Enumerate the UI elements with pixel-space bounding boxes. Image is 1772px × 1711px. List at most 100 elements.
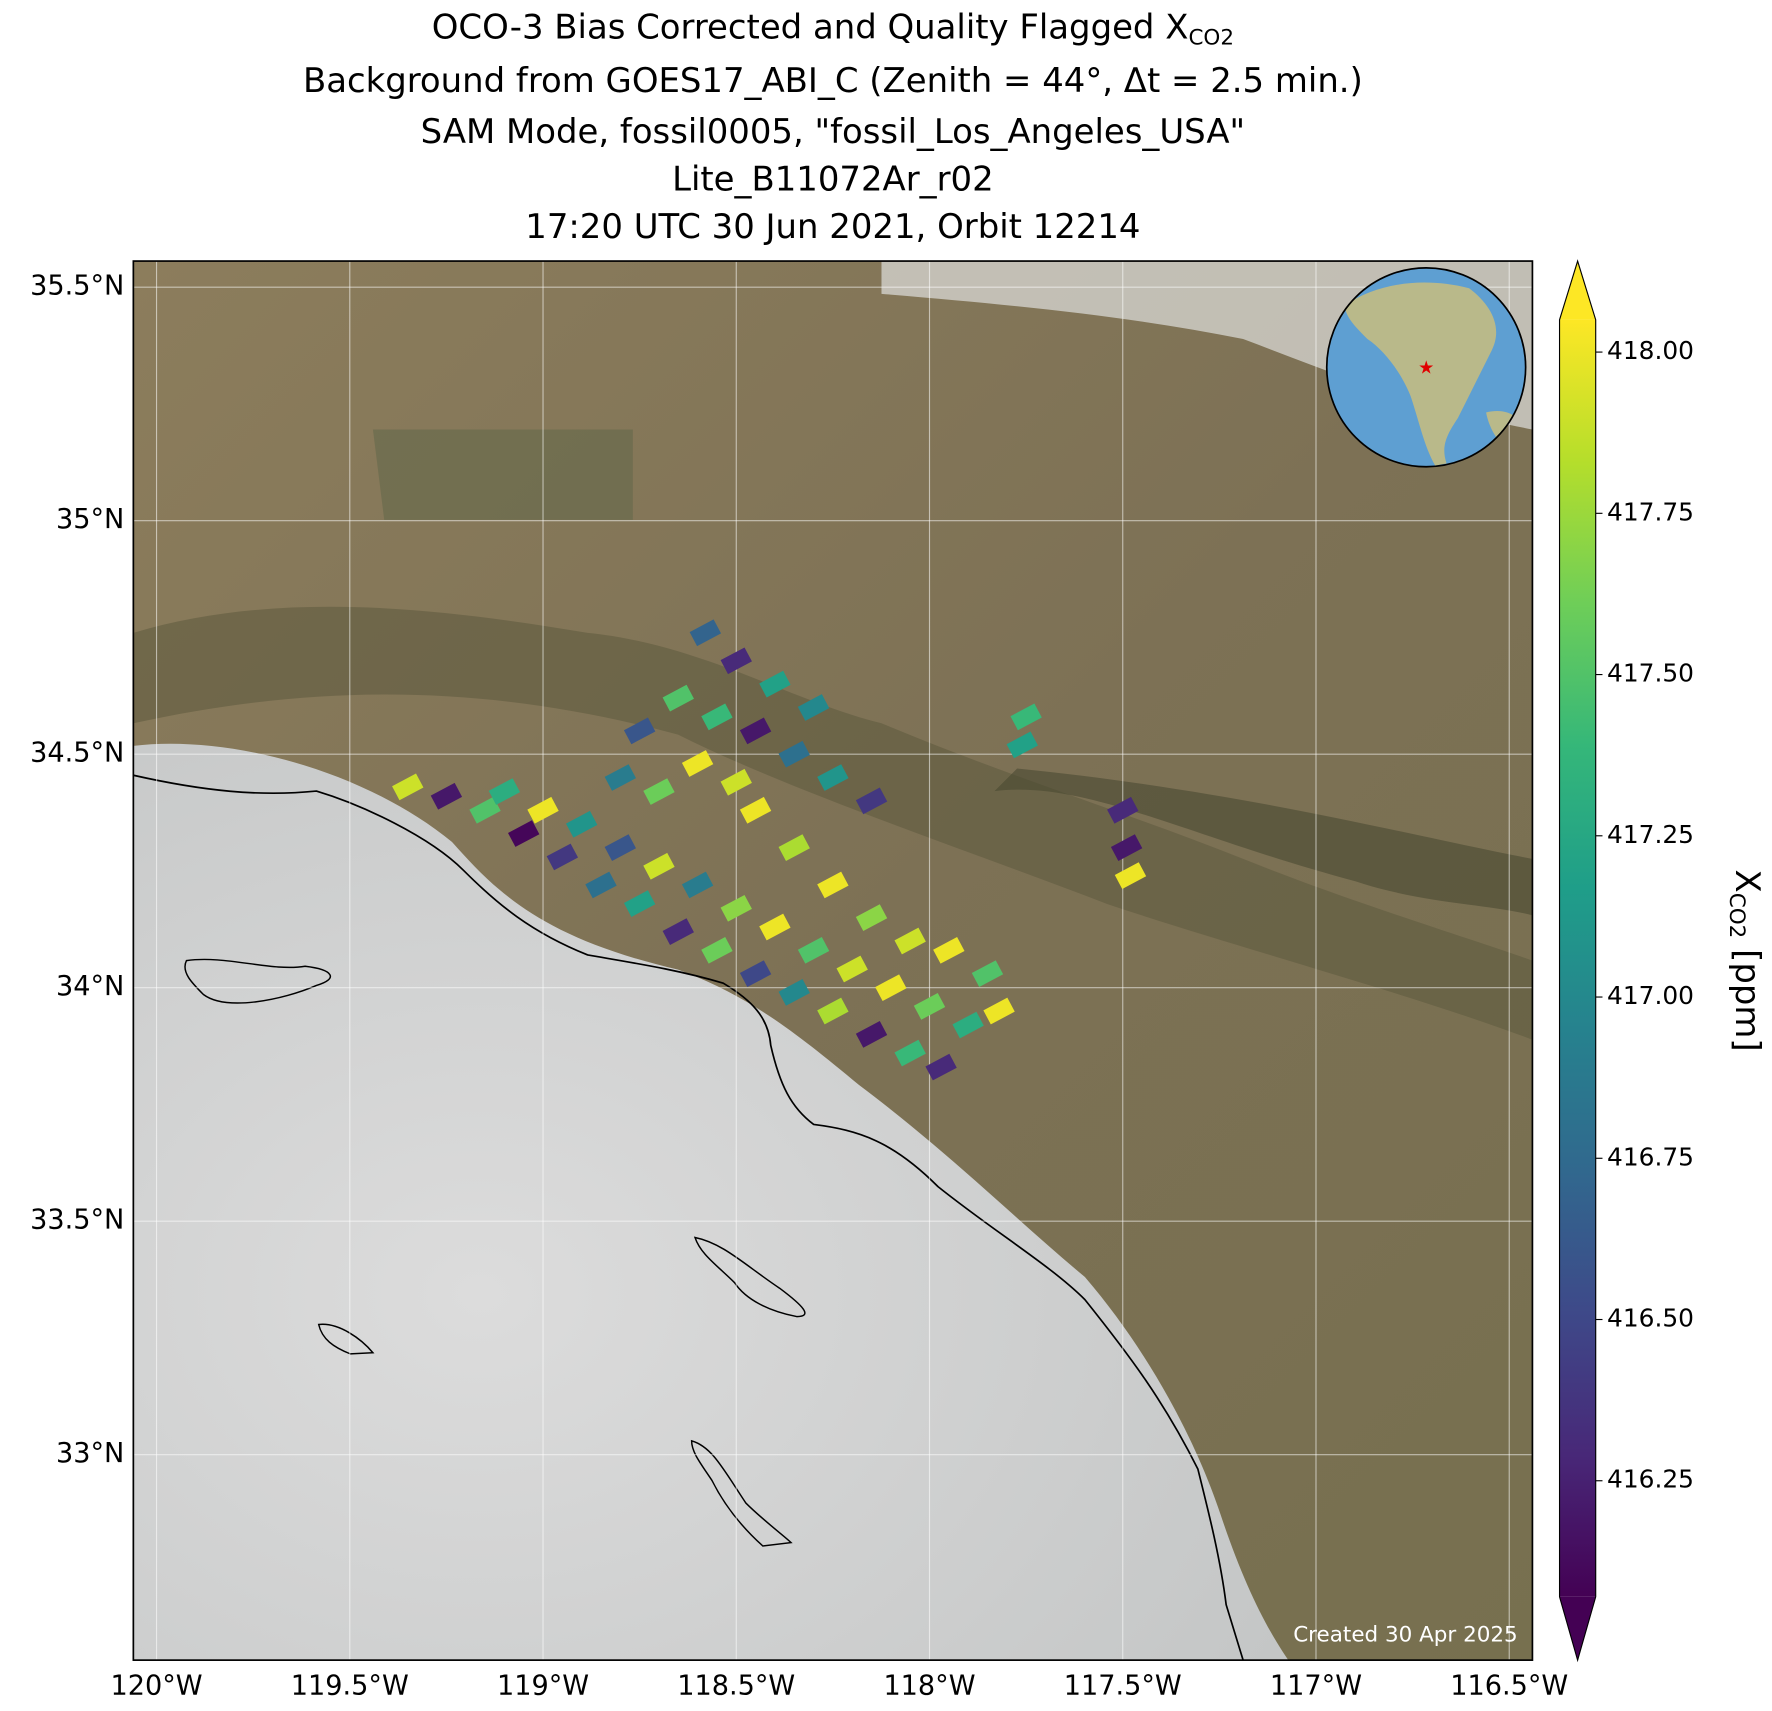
colorbar: 416.25 416.50 416.75 417.00 417.25 417.50 417.… bbox=[1558, 259, 1694, 1663]
sounding bbox=[643, 852, 675, 880]
island bbox=[693, 1236, 806, 1318]
x-tick-label: 118°W bbox=[883, 1671, 975, 1702]
colorbar-extend-top bbox=[1559, 261, 1596, 320]
mountains bbox=[133, 606, 1533, 1040]
colorbar-tick-label: 417.75 bbox=[1607, 497, 1694, 526]
colorbar-label-unit: [ppm] bbox=[1729, 938, 1768, 1051]
sounding bbox=[971, 960, 1004, 988]
created-annotation: Created 30 Apr 2025 bbox=[1293, 1622, 1518, 1647]
x-tick-label: 119.5°W bbox=[291, 1671, 409, 1702]
sounding bbox=[817, 997, 849, 1025]
sounding bbox=[720, 894, 752, 922]
colorbar-label-text: X bbox=[1729, 870, 1768, 893]
sounding bbox=[662, 918, 694, 945]
sounding bbox=[1010, 703, 1042, 731]
sounding bbox=[983, 997, 1015, 1025]
sounding bbox=[739, 717, 772, 745]
sounding bbox=[759, 670, 791, 698]
x-tick-label: 117.5°W bbox=[1064, 1671, 1182, 1702]
y-tick-label: 35.5°N bbox=[30, 271, 124, 302]
sounding bbox=[701, 936, 733, 964]
sounding bbox=[604, 764, 637, 791]
x-tick-label: 119°W bbox=[497, 1671, 589, 1702]
colorbar-tick-label: 417.25 bbox=[1607, 820, 1694, 849]
sounding bbox=[817, 871, 849, 899]
island bbox=[317, 1323, 375, 1355]
colorbar-tick-label: 416.50 bbox=[1607, 1304, 1694, 1333]
sounding bbox=[759, 913, 791, 941]
sounding bbox=[527, 796, 559, 824]
sounding bbox=[689, 619, 722, 647]
x-tick-label: 117°W bbox=[1270, 1671, 1362, 1702]
x-tick-label: 120°W bbox=[110, 1671, 202, 1702]
colorbar-label-subscript: CO2 bbox=[1724, 893, 1749, 939]
sounding bbox=[875, 974, 907, 1002]
globe-land bbox=[1344, 282, 1497, 466]
y-tick-label: 33°N bbox=[56, 1438, 124, 1469]
farmland bbox=[372, 429, 633, 520]
sounding bbox=[817, 764, 849, 791]
sounding bbox=[1107, 796, 1139, 824]
colorbar-body bbox=[1559, 319, 1596, 1597]
colorbar-tick-label: 416.25 bbox=[1607, 1465, 1694, 1494]
site-star: ★ bbox=[1418, 357, 1434, 378]
sounding bbox=[720, 647, 752, 675]
title-line: SAM Mode, fossil0005, "fossil_Los_Angele… bbox=[421, 112, 1245, 151]
map-frame bbox=[132, 260, 1534, 1661]
sounding bbox=[797, 694, 830, 721]
sounding bbox=[585, 871, 617, 899]
sounding bbox=[778, 834, 810, 861]
sounding bbox=[565, 810, 598, 838]
gridlines bbox=[133, 261, 1533, 1661]
y-tick-label: 34°N bbox=[56, 971, 124, 1002]
sounding bbox=[913, 993, 946, 1020]
title: OCO-3 Bias Corrected and Quality Flagged… bbox=[303, 7, 1363, 246]
colorbar-label: XCO2 [ppm] bbox=[1724, 870, 1768, 1052]
sounding bbox=[1006, 731, 1038, 759]
sounding bbox=[1110, 834, 1143, 861]
sounding bbox=[855, 1021, 888, 1048]
sounding bbox=[469, 796, 501, 824]
soundings bbox=[392, 619, 1147, 1081]
colorbar-tick-label: 418.00 bbox=[1607, 336, 1694, 365]
coastline bbox=[133, 774, 1244, 1661]
sounding bbox=[643, 778, 675, 805]
sounding bbox=[546, 843, 579, 871]
island bbox=[184, 958, 331, 1004]
title-line: Background from GOES17_ABI_C (Zenith = 4… bbox=[303, 61, 1363, 100]
sounding bbox=[681, 871, 714, 899]
sounding bbox=[1114, 862, 1147, 889]
sounding bbox=[508, 820, 540, 847]
title-line: Lite_B11072Ar_r02 bbox=[672, 159, 994, 198]
sounding bbox=[623, 890, 656, 917]
title-line: 17:20 UTC 30 Jun 2021, Orbit 12214 bbox=[525, 207, 1140, 246]
sounding bbox=[604, 834, 637, 861]
title-text: OCO-3 Bias Corrected and Quality Flagged… bbox=[432, 7, 1189, 46]
sounding bbox=[720, 768, 752, 796]
colorbar-tick-label: 417.00 bbox=[1607, 981, 1694, 1010]
sounding bbox=[797, 936, 830, 964]
sounding bbox=[701, 703, 733, 731]
sounding bbox=[855, 787, 888, 815]
x-tick-label: 116.5°W bbox=[1450, 1671, 1568, 1702]
sounding bbox=[662, 684, 694, 712]
sounding bbox=[739, 960, 772, 988]
sounding bbox=[430, 782, 463, 810]
sounding bbox=[623, 717, 656, 745]
y-tick-label: 35°N bbox=[56, 504, 124, 535]
map-background bbox=[133, 261, 1533, 1661]
sounding bbox=[392, 773, 424, 801]
colorbar-tick-label: 417.50 bbox=[1607, 659, 1694, 688]
sounding bbox=[952, 1011, 984, 1039]
x-tick-label: 118.5°W bbox=[677, 1671, 795, 1702]
title-subscript: CO2 bbox=[1188, 25, 1234, 50]
y-tick-label: 34.5°N bbox=[30, 738, 124, 769]
sounding bbox=[739, 796, 772, 824]
sounding bbox=[894, 927, 926, 955]
sounding bbox=[855, 904, 888, 931]
sounding bbox=[925, 1053, 957, 1081]
sounding bbox=[933, 936, 965, 964]
y-tick-label: 33.5°N bbox=[30, 1205, 124, 1236]
sounding bbox=[836, 955, 868, 983]
